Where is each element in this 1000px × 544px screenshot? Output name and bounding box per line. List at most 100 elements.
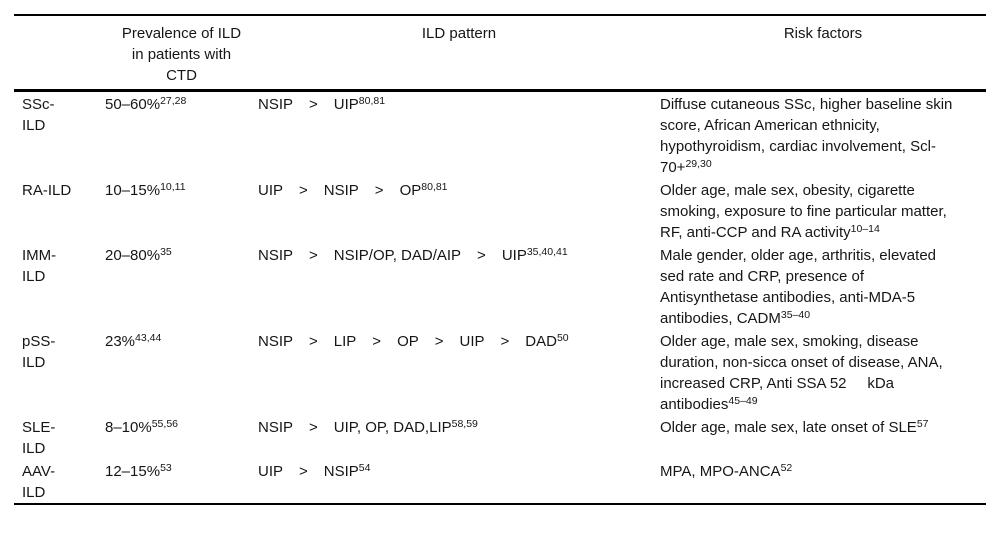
- pattern-item: OP: [397, 333, 419, 350]
- pattern-item: NSIP: [258, 333, 294, 350]
- pattern-reference: 35,40,41: [526, 246, 568, 259]
- pattern-item: UIP: [258, 182, 284, 199]
- risk-reference: 45–49: [728, 395, 758, 408]
- greater-than-separator: >: [374, 182, 384, 199]
- risk-reference: 10–14: [850, 223, 880, 236]
- table-body: SSc-ILD 50–60%27,28 NSIP > UIP80,81 Diffuse c…: [14, 91, 986, 505]
- risk-text: Male gender, older age, arthritis, eleva…: [660, 247, 941, 327]
- risk-reference: 29,30: [685, 158, 712, 171]
- disease-cell: RA-ILD: [14, 178, 105, 243]
- header-prevalence-label: Prevalence of ILD in patients with CTD: [121, 25, 242, 84]
- pattern-item: NSIP: [258, 419, 294, 436]
- table-row: RA-ILD 10–15%10,11 UIP > NSIP > OP80,81 Older a…: [14, 178, 986, 243]
- disease-label: SLE-ILD: [22, 419, 56, 457]
- pattern-sequence: NSIP > UIP, OP, DAD,LIP58,59: [258, 417, 660, 438]
- header-disease: [14, 15, 105, 92]
- pattern-item: NSIP: [258, 247, 294, 264]
- pattern-item: NSIP: [323, 182, 359, 199]
- disease-label: SSc-ILD: [22, 96, 55, 134]
- disease-label: pSS-ILD: [22, 333, 56, 371]
- greater-than-separator: >: [477, 247, 486, 264]
- risk-cell: Male gender, older age, arthritis, eleva…: [660, 243, 986, 329]
- header-risk-factors: Risk factors: [660, 15, 986, 92]
- prevalence-value: 8–10%: [105, 419, 152, 436]
- table-row: SLE-ILD 8–10%55,56 NSIP > UIP, OP, DAD,LIP58…: [14, 415, 986, 459]
- pattern-item: UIP, OP, DAD,LIP58,59: [333, 418, 478, 436]
- risk-reference: 35–40: [780, 309, 811, 322]
- pattern-reference: 54: [358, 462, 371, 475]
- risk-cell: Diffuse cutaneous SSc, higher baseline s…: [660, 91, 986, 179]
- prevalence-cell: 23%43,44: [105, 329, 258, 415]
- greater-than-separator: >: [299, 463, 308, 480]
- pattern-item: DAD50: [525, 332, 569, 350]
- table-row: IMM-ILD 20–80%35 NSIP > NSIP/OP, DAD/AIP > UIP…: [14, 243, 986, 329]
- prevalence-cell: 50–60%27,28: [105, 91, 258, 179]
- disease-label: RA-ILD: [22, 182, 72, 199]
- table-row: AAV-ILD 12–15%53 UIP > NSIP54 MPA, MPO-ANCA52: [14, 459, 986, 504]
- disease-cell: pSS-ILD: [14, 329, 105, 415]
- pattern-cell: NSIP > LIP > OP > UIP > DAD50: [258, 329, 660, 415]
- risk-cell: Older age, male sex, late onset of SLE57: [660, 415, 986, 459]
- risk-text: Older age, male sex, obesity, cigarette …: [660, 182, 951, 241]
- risk-cell: Older age, male sex, obesity, cigarette …: [660, 178, 986, 243]
- table-row: pSS-ILD 23%43,44 NSIP > LIP > OP > UIP > DAD50 Olde…: [14, 329, 986, 415]
- disease-cell: AAV-ILD: [14, 459, 105, 504]
- pattern-item: OP80,81: [399, 181, 448, 199]
- disease-label: AAV-ILD: [22, 463, 56, 501]
- prevalence-cell: 8–10%55,56: [105, 415, 258, 459]
- header-row: Prevalence of ILD in patients with CTD I…: [14, 15, 986, 92]
- risk-cell: MPA, MPO-ANCA52: [660, 459, 986, 504]
- pattern-item: NSIP54: [323, 462, 371, 480]
- pattern-reference: 50: [556, 332, 569, 345]
- disease-cell: SLE-ILD: [14, 415, 105, 459]
- greater-than-separator: >: [309, 333, 318, 350]
- prevalence-cell: 20–80%35: [105, 243, 258, 329]
- prevalence-value: 50–60%: [105, 96, 161, 113]
- prevalence-value: 23%: [105, 333, 136, 350]
- greater-than-separator: >: [309, 247, 318, 264]
- prevalence-value: 20–80%: [105, 247, 161, 264]
- risk-text: Older age, male sex, late onset of SLE: [660, 419, 917, 436]
- header-prevalence: Prevalence of ILD in patients with CTD: [105, 15, 258, 92]
- greater-than-separator: >: [309, 96, 318, 113]
- prevalence-cell: 12–15%53: [105, 459, 258, 504]
- disease-cell: IMM-ILD: [14, 243, 105, 329]
- ctd-ild-table: Prevalence of ILD in patients with CTD I…: [14, 14, 986, 505]
- pattern-sequence: UIP > NSIP > OP80,81: [258, 180, 660, 201]
- pattern-reference: 80,81: [421, 181, 448, 194]
- prevalence-reference: 53: [160, 462, 172, 475]
- pattern-reference: 58,59: [451, 418, 478, 431]
- pattern-cell: UIP > NSIP > OP80,81: [258, 178, 660, 243]
- pattern-sequence: NSIP > LIP > OP > UIP > DAD50: [258, 331, 660, 352]
- ctd-ild-table-container: Prevalence of ILD in patients with CTD I…: [14, 14, 986, 505]
- pattern-item: UIP80,81: [333, 95, 386, 113]
- risk-text: Diffuse cutaneous SSc, higher baseline s…: [660, 96, 957, 176]
- prevalence-cell: 10–15%10,11: [105, 178, 258, 243]
- risk-reference: 52: [780, 462, 793, 475]
- pattern-sequence: NSIP > NSIP/OP, DAD/AIP > UIP35,40,41: [258, 245, 660, 266]
- pattern-sequence: UIP > NSIP54: [258, 461, 660, 482]
- prevalence-reference: 27,28: [160, 95, 187, 108]
- pattern-sequence: NSIP > UIP80,81: [258, 94, 660, 115]
- risk-cell: Older age, male sex, smoking, disease du…: [660, 329, 986, 415]
- pattern-cell: UIP > NSIP54: [258, 459, 660, 504]
- greater-than-separator: >: [434, 333, 444, 350]
- disease-cell: SSc-ILD: [14, 91, 105, 179]
- pattern-cell: NSIP > UIP80,81: [258, 91, 660, 179]
- disease-label: IMM-ILD: [22, 247, 57, 285]
- prevalence-value: 10–15%: [105, 182, 161, 199]
- greater-than-separator: >: [299, 182, 308, 199]
- risk-text: Older age, male sex, smoking, disease du…: [660, 333, 947, 413]
- risk-text: MPA, MPO-ANCA: [660, 463, 781, 480]
- pattern-item: NSIP: [258, 96, 294, 113]
- pattern-cell: NSIP > UIP, OP, DAD,LIP58,59: [258, 415, 660, 459]
- prevalence-reference: 43,44: [135, 332, 162, 345]
- table-row: SSc-ILD 50–60%27,28 NSIP > UIP80,81 Diffuse c…: [14, 91, 986, 179]
- pattern-item: UIP: [258, 463, 284, 480]
- greater-than-separator: >: [500, 333, 510, 350]
- pattern-item: LIP: [333, 333, 357, 350]
- pattern-item: NSIP/OP, DAD/AIP: [333, 247, 462, 264]
- header-ild-pattern: ILD pattern: [258, 15, 660, 92]
- pattern-item: UIP: [459, 333, 485, 350]
- greater-than-separator: >: [372, 333, 382, 350]
